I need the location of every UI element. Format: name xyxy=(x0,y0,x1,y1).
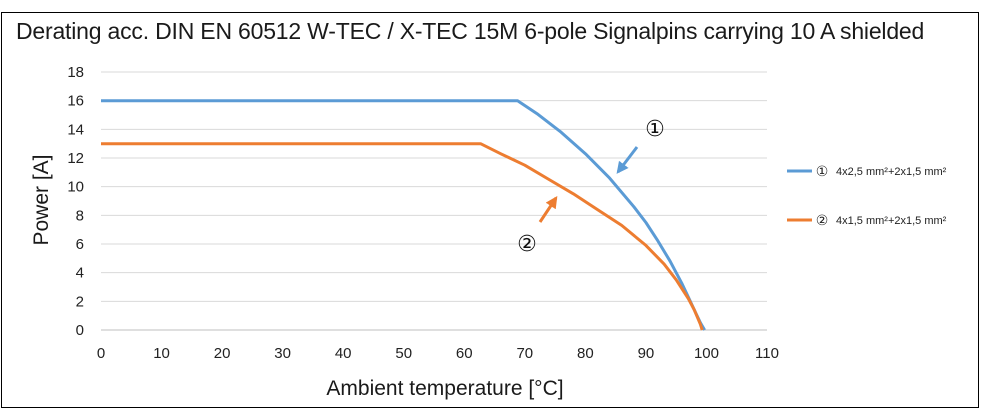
x-axis-title: Ambient temperature [°C] xyxy=(326,377,563,400)
series-lines xyxy=(101,99,706,331)
y-tick-label: 2 xyxy=(76,293,84,310)
y-tick-label: 6 xyxy=(76,236,84,253)
y-tick-label: 4 xyxy=(76,265,84,282)
x-tick-label: 10 xyxy=(153,345,170,362)
y-tick-label: 16 xyxy=(67,93,84,110)
annotation-label: ② xyxy=(517,232,537,257)
legend: ① 4x2,5 mm²+2x1,5 mm² ② 4x1,5 mm²+2x1,5 mm² xyxy=(787,163,947,228)
gridlines xyxy=(101,71,767,331)
x-tick-label: 20 xyxy=(214,345,231,362)
legend-marker: ① xyxy=(816,163,829,179)
chart-title: Derating acc. DIN EN 60512 W-TEC / X-TEC… xyxy=(16,18,925,44)
y-tick-label: 8 xyxy=(76,207,84,224)
series-line-2 xyxy=(101,142,704,331)
y-tick-label: 0 xyxy=(76,322,84,339)
y-tick-label: 18 xyxy=(67,64,84,81)
x-tick-label: 90 xyxy=(638,345,655,362)
legend-marker: ② xyxy=(816,212,829,228)
x-tick-label: 80 xyxy=(577,345,594,362)
legend-entry: 4x2,5 mm²+2x1,5 mm² xyxy=(836,166,947,178)
annotation-arrow xyxy=(538,196,558,223)
y-tick-label: 12 xyxy=(67,150,84,167)
x-tick-label: 60 xyxy=(456,345,473,362)
x-tick-label: 50 xyxy=(395,345,412,362)
y-tick-label: 10 xyxy=(67,179,84,196)
annotations: ①② xyxy=(517,117,665,257)
x-tick-label: 100 xyxy=(694,345,719,362)
chart-frame xyxy=(1,12,979,408)
annotation-arrow xyxy=(616,146,639,174)
legend-entry: 4x1,5 mm²+2x1,5 mm² xyxy=(836,215,947,227)
x-tick-label: 0 xyxy=(97,345,105,362)
y-tick-label: 14 xyxy=(67,121,84,138)
x-tick-label: 110 xyxy=(755,345,779,362)
x-tick-label: 70 xyxy=(516,345,533,362)
annotation-label: ① xyxy=(645,117,665,142)
y-axis-title: Power [A] xyxy=(30,154,53,245)
axes: 0 2 4 6 8 10 12 14 16 18 0 10 20 30 40 50 60 70 80 90 100 110 xyxy=(67,64,779,362)
x-tick-label: 40 xyxy=(335,345,352,362)
x-tick-label: 30 xyxy=(274,345,291,362)
